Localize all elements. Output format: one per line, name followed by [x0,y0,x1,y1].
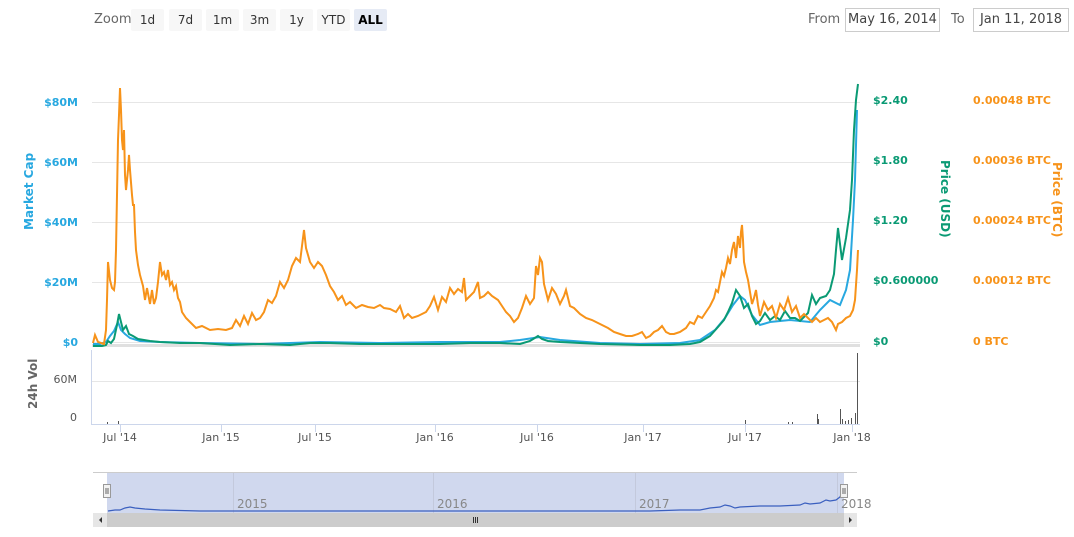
zoom-1d-button[interactable]: 1d [131,9,164,31]
from-date-input[interactable]: May 16, 2014 [845,8,940,32]
price-usd-tick: $1.20 [873,214,908,227]
x-tick-label: Jan '18 [833,431,871,444]
price-usd-tick: $0 [873,335,889,348]
price-btc-tick: 0.00036 BTC [973,154,1051,167]
x-tick-label: Jan '15 [202,431,240,444]
price-btc-tick: 0.00024 BTC [973,214,1051,227]
arrow-right-icon [849,517,852,523]
price-btc-tick: 0 BTC [973,335,1009,348]
navigator-right-handle[interactable] [840,484,848,498]
price-btc-axis-title: Price (BTC) [1050,162,1064,238]
to-label: To [951,12,965,27]
navigator-year-label: 2016 [437,497,468,511]
x-axis-ticks [120,424,853,432]
price-btc-tick: 0.00012 BTC [973,274,1051,287]
market-cap-tick: $20M [44,276,78,289]
volume-bars [107,353,858,424]
zoom-1y-button[interactable]: 1y [280,9,313,31]
price-usd-tick: $0.600000 [873,274,939,287]
price-usd-axis-title: Price (USD) [938,160,952,238]
zoom-all-button[interactable]: ALL [354,9,387,31]
navigator-left-handle[interactable] [103,484,111,498]
scrollbar-grip-icon [473,517,478,523]
price-usd-tick: $2.40 [873,94,908,107]
from-label: From [808,12,841,27]
zoom-1m-button[interactable]: 1m [206,9,239,31]
price-btc-line [92,87,859,346]
arrow-left-icon [99,517,102,523]
volume-tick: 60M [53,373,78,386]
zoom-ytd-button[interactable]: YTD [317,9,350,31]
volume-axis-title: 24h Vol [26,358,40,409]
market-cap-tick: $40M [44,216,78,229]
navigator-year-label: 2015 [237,497,268,511]
price-usd-tick: $1.80 [873,154,908,167]
x-tick-label: Jan '17 [624,431,662,444]
x-tick-label: Jul '16 [520,431,554,444]
zoom-7d-button[interactable]: 7d [169,9,202,31]
to-date-input[interactable]: Jan 11, 2018 [973,8,1069,32]
zoom-3m-button[interactable]: 3m [243,9,276,31]
navigator-year-label: 2017 [639,497,670,511]
market-cap-axis-title: Market Cap [22,152,36,230]
market-cap-tick: $0 [62,336,78,349]
navigator-series-line [107,489,844,512]
scrollbar[interactable] [93,513,857,527]
zoom-label: Zoom [94,12,132,27]
navigator[interactable] [93,472,857,513]
market-cap-tick: $60M [44,156,78,169]
volume-tick: 0 [70,411,77,424]
x-tick-label: Jul '15 [298,431,332,444]
market-cap-tick: $80M [44,96,78,109]
x-tick-label: Jul '14 [103,431,137,444]
gridlines [92,102,860,382]
navigator-year-label: 2018 [841,497,872,511]
price-btc-tick: 0.00048 BTC [973,94,1051,107]
x-tick-label: Jan '16 [416,431,454,444]
price-usd-line [93,83,859,347]
x-tick-label: Jul '17 [728,431,762,444]
